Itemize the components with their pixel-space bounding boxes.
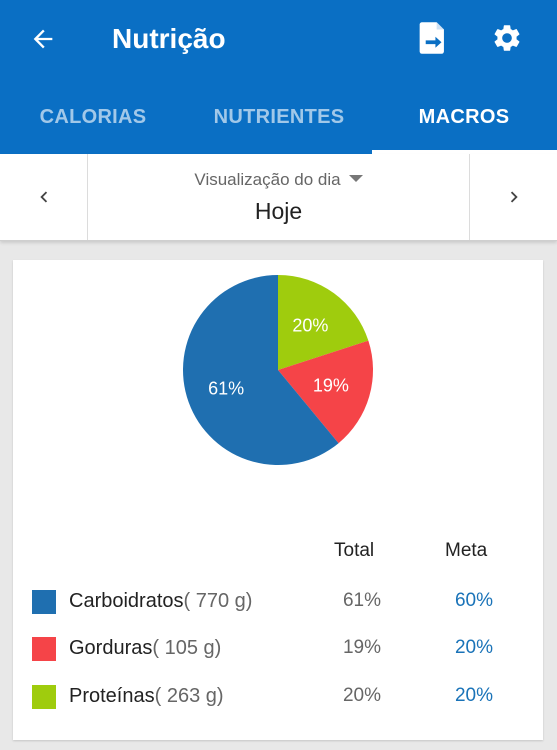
back-button[interactable] [22, 20, 64, 58]
macro-row-proteinas: Proteínas( 263 g) 20% 20% [13, 677, 543, 717]
active-tab-indicator [372, 150, 557, 154]
macro-label: Proteínas( 263 g) [69, 685, 224, 708]
pie-slice-proteinas [278, 275, 369, 370]
macro-goal[interactable]: 60% [454, 590, 493, 611]
macro-total: 19% [342, 637, 381, 658]
pie-slice-carboidratos [183, 275, 339, 465]
chevron-right-icon [510, 191, 518, 203]
legend-swatch [32, 685, 56, 709]
day-view-label-row: Visualização do dia [88, 170, 469, 190]
settings-button[interactable] [486, 16, 528, 60]
total-column-header: Total [334, 540, 375, 561]
previous-day-button[interactable] [0, 154, 88, 240]
gear-icon [494, 25, 520, 51]
goal-column-header: Meta [445, 540, 488, 561]
macro-grams: ( 105 g) [152, 637, 222, 659]
macro-label: Carboidratos( 770 g) [69, 590, 252, 613]
macro-name: Proteínas [69, 685, 155, 707]
pie-slice-label: 61% [208, 379, 244, 399]
macro-row-gorduras: Gorduras( 105 g) 19% 20% [13, 629, 543, 669]
page-title: Nutrição [112, 23, 226, 54]
macro-grams: ( 263 g) [154, 685, 224, 707]
macro-total: 20% [342, 685, 381, 706]
macro-row-carboidratos: Carboidratos( 770 g) 61% 60% [13, 582, 543, 622]
toolbar: Nutrição [0, 0, 557, 78]
day-view-label: Visualização do dia [194, 170, 341, 189]
macro-name: Gorduras [69, 637, 153, 659]
arrow-back-icon [33, 29, 53, 49]
dropdown-caret-icon [348, 175, 363, 183]
macro-goal[interactable]: 20% [454, 685, 493, 706]
macro-label: Gorduras( 105 g) [69, 637, 221, 660]
macro-name: Carboidratos [69, 590, 184, 612]
macro-total: 61% [342, 590, 381, 611]
pie-slice-label: 20% [292, 315, 328, 335]
macros-pie-chart: 20% 19% 61% [183, 275, 373, 465]
pie-slice-label: 19% [313, 375, 349, 395]
legend-swatch [32, 637, 56, 661]
export-report-button[interactable] [412, 16, 454, 60]
macros-card: 20% 19% 61% Total Meta Carboidratos( 770 g… [13, 260, 543, 740]
pie-slice-gorduras [278, 340, 373, 444]
tab-macros[interactable]: MACROS [418, 105, 510, 128]
chevron-left-icon [39, 191, 47, 203]
day-view-selector[interactable]: Visualização do dia Hoje [88, 154, 469, 240]
day-navigator: Visualização do dia Hoje [0, 154, 557, 241]
app-bar: Nutrição CALORIAS NUTRIENTES MACROS [0, 0, 557, 154]
document-export-icon [419, 22, 444, 54]
tab-calorias[interactable]: CALORIAS [39, 105, 147, 128]
next-day-button[interactable] [469, 154, 557, 240]
macro-goal[interactable]: 20% [454, 637, 493, 658]
macro-grams: ( 770 g) [183, 590, 253, 612]
tab-nutrientes[interactable]: NUTRIENTES [213, 105, 345, 128]
legend-swatch [32, 590, 56, 614]
day-view-value: Hoje [254, 198, 303, 224]
tab-bar: CALORIAS NUTRIENTES MACROS [0, 84, 557, 154]
